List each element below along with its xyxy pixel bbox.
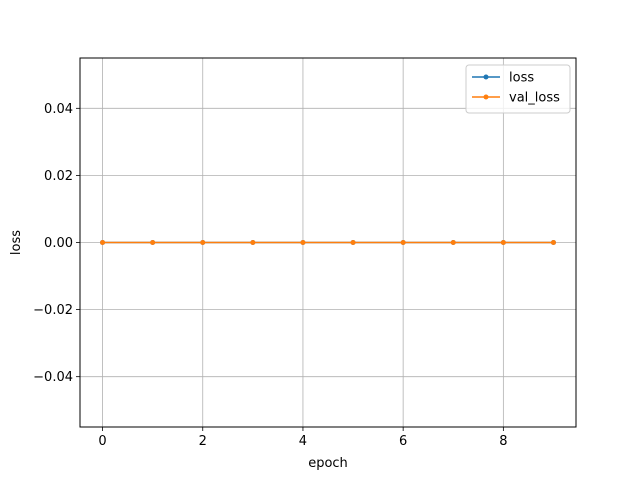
axis-ticks: 0 2 4 6 8 −0.04 −0.02 0.00 0.02 0.04 <box>33 102 507 449</box>
legend-marker-loss <box>483 74 489 80</box>
x-tick-label: 6 <box>399 434 407 449</box>
x-axis-label: epoch <box>308 456 348 471</box>
x-tick-label: 8 <box>499 434 507 449</box>
data-point-val-loss <box>450 240 456 245</box>
y-axis-label: loss <box>9 230 24 255</box>
legend-label-loss: loss <box>509 71 534 86</box>
data-point-val-loss <box>200 240 206 245</box>
legend-label-val-loss: val_loss <box>509 91 560 106</box>
y-tick-label: 0.04 <box>44 102 73 117</box>
legend-marker-val-loss <box>483 94 489 100</box>
data-point-val-loss <box>500 240 506 245</box>
x-tick-label: 4 <box>299 434 307 449</box>
x-tick-label: 0 <box>98 434 106 449</box>
x-tick-label: 2 <box>199 434 207 449</box>
y-tick-label: −0.04 <box>33 370 73 385</box>
y-tick-label: 0.02 <box>44 169 73 184</box>
y-tick-label: −0.02 <box>33 303 73 318</box>
data-point-val-loss <box>350 240 356 245</box>
data-point-val-loss <box>300 240 306 245</box>
data-point-val-loss <box>400 240 406 245</box>
data-point-val-loss <box>150 240 156 245</box>
series-lines <box>100 240 556 245</box>
data-point-val-loss <box>250 240 256 245</box>
data-point-val-loss <box>550 240 556 245</box>
legend: loss val_loss <box>465 64 571 114</box>
data-point-val-loss <box>100 240 106 245</box>
y-tick-label: 0.00 <box>44 236 73 251</box>
